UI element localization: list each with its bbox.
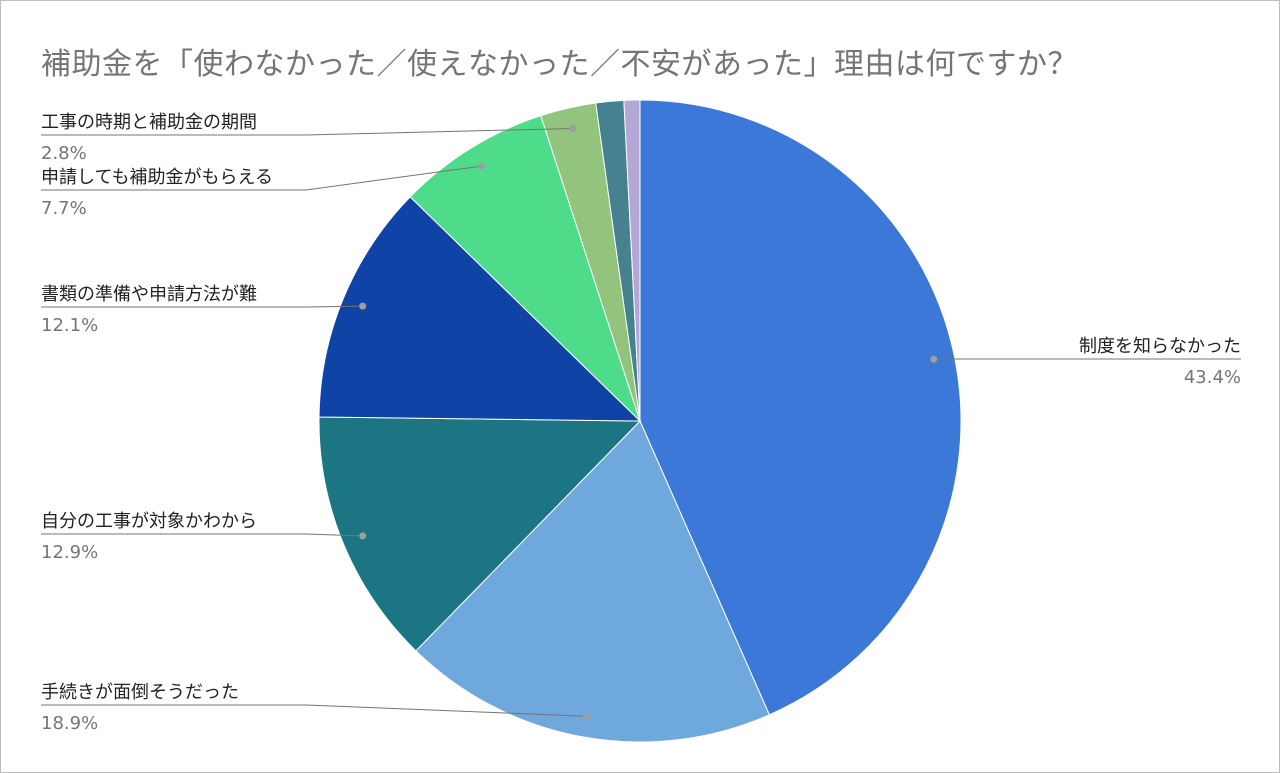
leader-line-5 [41, 128, 573, 136]
pie-slice-0 [639, 99, 962, 716]
leader-line-2 [41, 533, 363, 537]
slice-percent-2: 12.9% [41, 542, 98, 563]
leader-dot-0 [930, 355, 938, 363]
pie-slice-1 [415, 420, 770, 743]
slice-label-0: 制度を知らなかった [1079, 336, 1241, 357]
slice-percent-4: 7.7% [41, 198, 87, 219]
slice-percent-3: 12.1% [41, 315, 98, 336]
slice-label-1: 手続きが面倒そうだった [41, 682, 239, 703]
leader-dot-4 [478, 162, 486, 170]
slice-label-2: 自分の工事が対象かわから [41, 511, 257, 532]
leader-dot-5 [569, 125, 577, 132]
slice-percent-1: 18.9% [41, 713, 98, 734]
pie-slice-7 [623, 99, 641, 422]
slice-label-5: 工事の時期と補助金の期間 [41, 112, 257, 133]
slice-label-4: 申請しても補助金がもらえる [41, 167, 273, 188]
leader-dot-1 [583, 712, 590, 720]
leader-line-3 [41, 305, 363, 308]
slice-percent-5: 2.8% [41, 143, 87, 164]
pie-slice-4 [409, 115, 641, 422]
leader-dot-2 [359, 532, 367, 540]
slice-percent-0: 43.4% [1184, 367, 1241, 388]
pie-slice-3 [318, 196, 642, 422]
chart-title: 補助金を「使わなかった／使えなかった／不安があった」理由は何ですか？ [41, 47, 1078, 82]
leader-line-1 [41, 704, 587, 717]
leader-line-4 [41, 165, 482, 191]
slice-label-3: 書類の準備や申請方法が難 [41, 284, 257, 305]
pie-slice-2 [318, 416, 642, 652]
leader-dot-3 [359, 302, 367, 310]
